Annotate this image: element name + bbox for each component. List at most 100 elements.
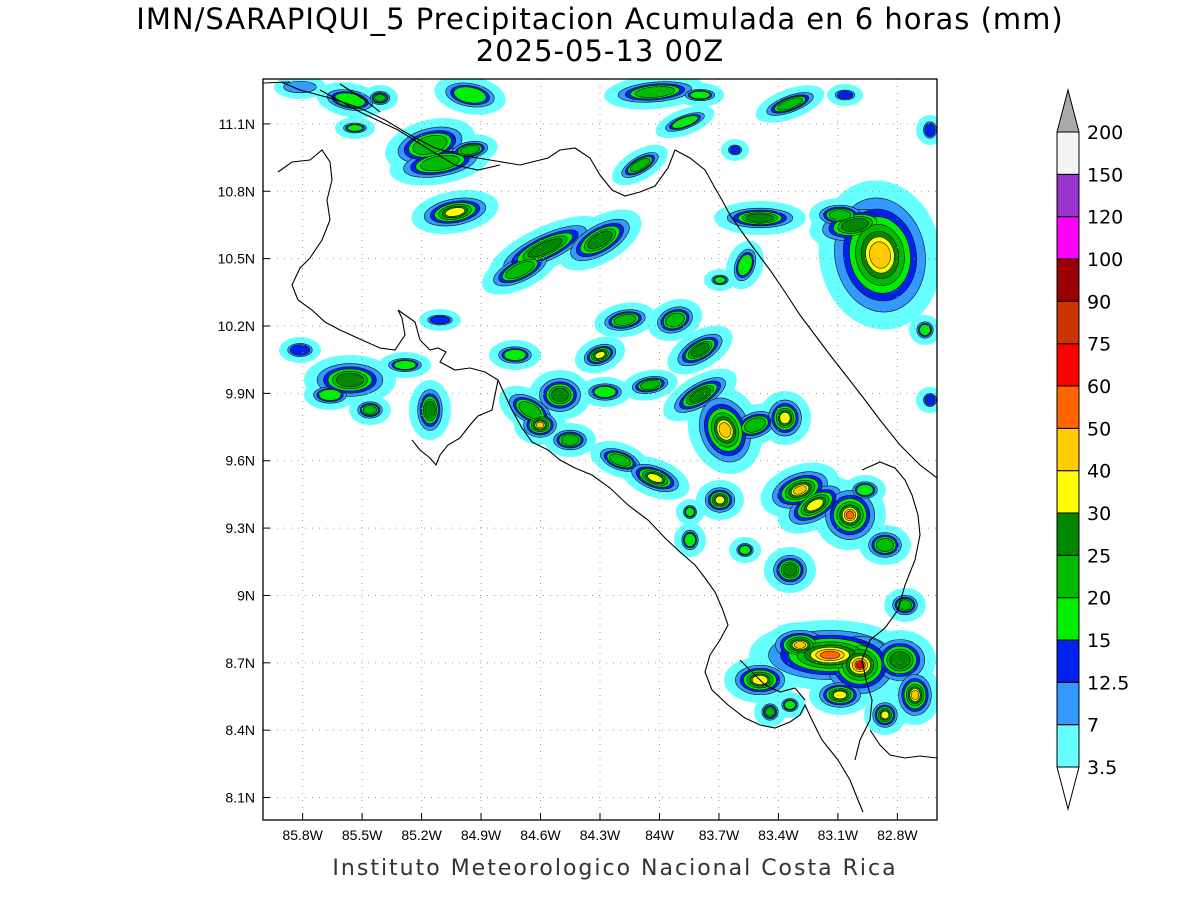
precip-contour [880,710,890,720]
coastline [263,81,937,813]
lon-tick-label: 85.5W [342,827,383,843]
precip-contour [684,533,696,547]
colorbar-box [1056,427,1080,472]
precip-contour [836,90,854,100]
precip-contour [714,276,726,284]
precip-contour [444,207,466,217]
lat-tick-label: 9.6N [225,453,255,469]
colorbar-level-label: 20 [1087,588,1111,610]
lat-tick-label: 8.1N [225,790,255,806]
precip-contour [782,563,798,577]
colorbar: 3.5 7 12.5 15 20 25 30 40 50 60 75 90 100 120 150 200 [1056,88,1129,811]
precip-contour [647,473,663,483]
colorbar-level-label: 40 [1087,461,1111,483]
precip-contour [665,312,685,328]
precip-contour [841,218,869,232]
lake-nicaragua-shore [263,81,381,113]
precip-contour [806,498,824,512]
precip-contour [875,538,895,552]
lat-tick-label: 10.5N [218,251,255,267]
precip-contour [919,324,931,336]
colorbar-level-label: 3.5 [1087,757,1117,779]
colorbar-level-label: 12.5 [1087,672,1129,694]
colorbar-level-label: 15 [1087,630,1111,652]
precip-contour [393,360,417,370]
precip-contour [363,405,377,415]
precip-contour [765,707,775,717]
map-subtitle-date: 2025-05-13 00Z [475,34,725,68]
colorbar-level-label: 75 [1087,334,1111,356]
precip-contour [336,372,364,388]
burica-point [869,729,937,759]
precip-contour [593,386,617,398]
lon-tick-label: 83.7W [699,827,740,843]
precip-contour [609,453,631,467]
colorbar-box [1056,554,1080,599]
lat-tick-label: 8.7N [225,655,255,671]
precip-contour [898,599,912,611]
nicoya-gulf-coast [497,379,864,813]
colorbar-low-arrow [1056,766,1080,811]
precip-contour [737,254,753,276]
border-nicaragua [319,89,501,171]
precip-contour [793,485,807,495]
lon-tick-label: 83.4W [758,827,799,843]
colorbar-level-label: 200 [1087,122,1123,144]
colorbar-level-label: 150 [1087,164,1123,186]
colorbar-level-label: 7 [1087,715,1099,737]
lat-tick-label: 9N [237,587,255,603]
precip-contour [671,115,699,129]
precip-contour [924,394,936,406]
colorbar-box [1056,681,1080,726]
lat-tick-label: 9.9N [225,385,255,401]
precip-contour [629,158,651,172]
lat-tick-label: 11.1N [219,116,255,132]
precip-contour [420,154,460,172]
coastline-pacific-north [277,149,499,467]
lat-tick-label: 8.4N [225,722,255,738]
lon-tick-label: 84.3W [580,827,621,843]
precip-contour [527,238,563,258]
precip-contour [784,700,796,710]
precip-contour [690,343,710,357]
lon-tick-label: 85.8W [282,827,323,843]
precip-contour [640,380,660,390]
colorbar-box [1056,385,1080,429]
precip-contour [634,86,676,98]
colorbar-level-label: 25 [1087,545,1111,567]
precip-contour [715,495,725,505]
precip-contour [594,351,606,359]
footer-credit: Instituto Meteorologico Nacional Costa R… [332,856,898,881]
precip-contour [318,389,342,401]
precip-contour [424,401,436,419]
precip-contour [689,90,711,100]
precip-contour [889,651,911,669]
colorbar-box [1056,512,1080,556]
map-grid [263,79,937,820]
osa-peninsula [739,659,806,701]
colorbar-box [1056,639,1080,683]
precip-contour [535,421,545,429]
precip-contour [819,650,841,660]
precip-contour [503,349,527,361]
precip-contour [718,422,732,438]
axis-ticks: 85.8W 85.5W 85.2W 84.9W 84.6W 84.3W 84W 83.7W 83… [218,116,919,843]
colorbar-level-label: 60 [1087,376,1111,398]
precip-contour [551,387,569,403]
colorbar-box [1056,724,1080,768]
precip-contour [505,261,535,279]
precip-contour [845,510,855,520]
precip-contour [744,417,766,433]
colorbar-level-label: 90 [1087,291,1111,313]
colorbar-box [1056,343,1080,387]
colorbar-box [1056,173,1080,218]
lat-tick-label: 9.3N [225,520,255,536]
colorbar-level-label: 50 [1087,418,1111,440]
precip-contour [283,80,317,94]
colorbar-box [1056,131,1080,175]
precip-contour [429,315,451,325]
precip-contour [685,507,695,517]
precip-contour [869,241,891,269]
precip-contour [856,484,874,496]
lon-tick-label: 84.6W [520,827,561,843]
